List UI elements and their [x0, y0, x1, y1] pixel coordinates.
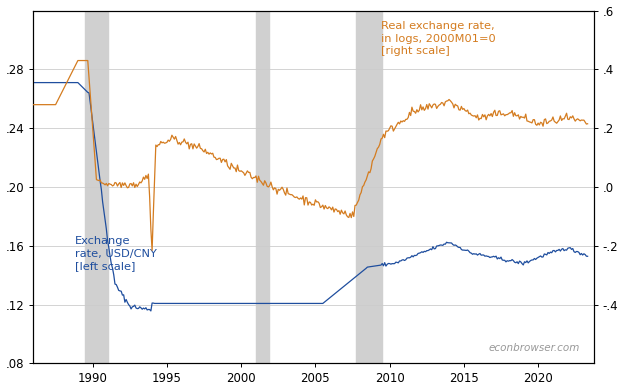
Bar	[85, 11, 107, 363]
Bar	[356, 11, 383, 363]
Text: Exchange
rate, USD/CNY
[left scale]: Exchange rate, USD/CNY [left scale]	[76, 237, 157, 271]
Bar	[256, 11, 270, 363]
Text: econbrowser.com: econbrowser.com	[489, 343, 580, 353]
Text: Real exchange rate,
in logs, 2000M01=0
[right scale]: Real exchange rate, in logs, 2000M01=0 […	[381, 21, 495, 56]
